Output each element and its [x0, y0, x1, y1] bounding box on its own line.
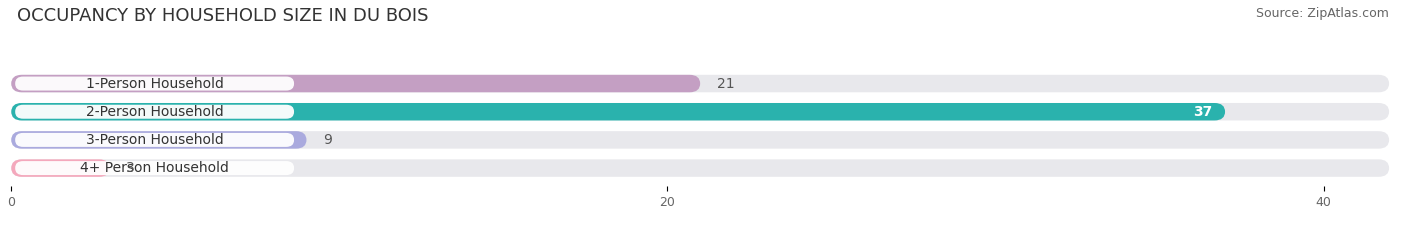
FancyBboxPatch shape [11, 75, 700, 92]
FancyBboxPatch shape [11, 159, 1389, 177]
FancyBboxPatch shape [11, 131, 307, 149]
FancyBboxPatch shape [15, 133, 294, 147]
FancyBboxPatch shape [15, 105, 294, 119]
FancyBboxPatch shape [15, 77, 294, 91]
FancyBboxPatch shape [11, 75, 1389, 92]
Text: 4+ Person Household: 4+ Person Household [80, 161, 229, 175]
FancyBboxPatch shape [11, 103, 1225, 120]
Text: 21: 21 [717, 77, 734, 91]
FancyBboxPatch shape [11, 103, 1389, 120]
Text: 3-Person Household: 3-Person Household [86, 133, 224, 147]
Text: 1-Person Household: 1-Person Household [86, 77, 224, 91]
Text: OCCUPANCY BY HOUSEHOLD SIZE IN DU BOIS: OCCUPANCY BY HOUSEHOLD SIZE IN DU BOIS [17, 7, 429, 25]
Text: 2-Person Household: 2-Person Household [86, 105, 224, 119]
FancyBboxPatch shape [15, 161, 294, 175]
Text: 37: 37 [1192, 105, 1212, 119]
Text: Source: ZipAtlas.com: Source: ZipAtlas.com [1256, 7, 1389, 20]
FancyBboxPatch shape [11, 131, 1389, 149]
Text: 9: 9 [323, 133, 332, 147]
Text: 3: 3 [127, 161, 135, 175]
FancyBboxPatch shape [11, 159, 110, 177]
